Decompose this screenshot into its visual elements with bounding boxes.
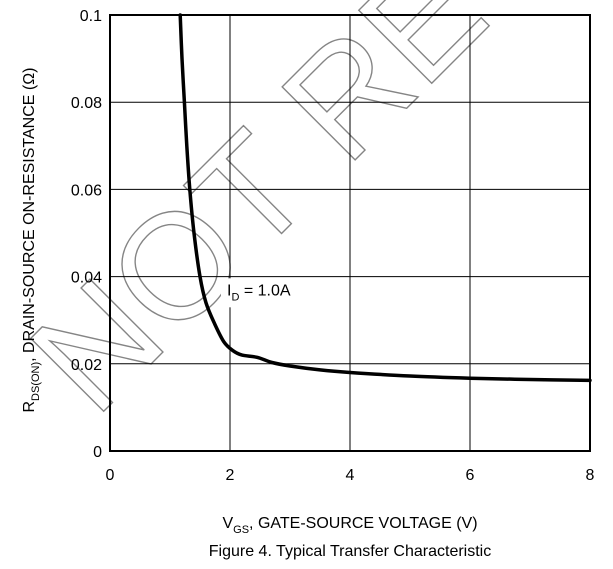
x-tick-label: 0 [106, 467, 115, 484]
id-annotation: ID = 1.0A [221, 278, 297, 308]
y-tick-label: 0.02 [71, 357, 102, 374]
y-tick-label: 0.1 [80, 8, 102, 25]
y-tick-label: 0.04 [71, 270, 102, 287]
rds-on-curve [178, 13, 592, 383]
annotation-background [221, 278, 297, 308]
y-axis-ticks: 0 0.02 0.04 0.06 0.08 0.1 [71, 8, 102, 461]
y-axis-label: RDS(ON), DRAIN-SOURCE ON-RESISTANCE (Ω) [21, 67, 42, 412]
x-tick-label: 4 [346, 467, 355, 484]
x-axis-label: VGS, GATE-SOURCE VOLTAGE (V) [222, 515, 477, 536]
watermark: NOT RECOMMENDED FOR NEW DESIGN [0, 0, 613, 443]
x-tick-label: 8 [586, 467, 595, 484]
y-tick-label: 0.06 [71, 182, 102, 199]
watermark-text: NOT RECOMMENDED FOR NEW DESIGN [0, 0, 613, 443]
figure-caption: Figure 4. Typical Transfer Characteristi… [209, 543, 491, 560]
x-tick-label: 2 [226, 467, 235, 484]
x-tick-label: 6 [466, 467, 475, 484]
y-tick-label: 0.08 [71, 95, 102, 112]
x-axis-ticks: 0 2 4 6 8 [106, 467, 595, 484]
y-tick-label: 0 [93, 444, 102, 461]
annotation-label: ID = 1.0A [227, 282, 291, 303]
